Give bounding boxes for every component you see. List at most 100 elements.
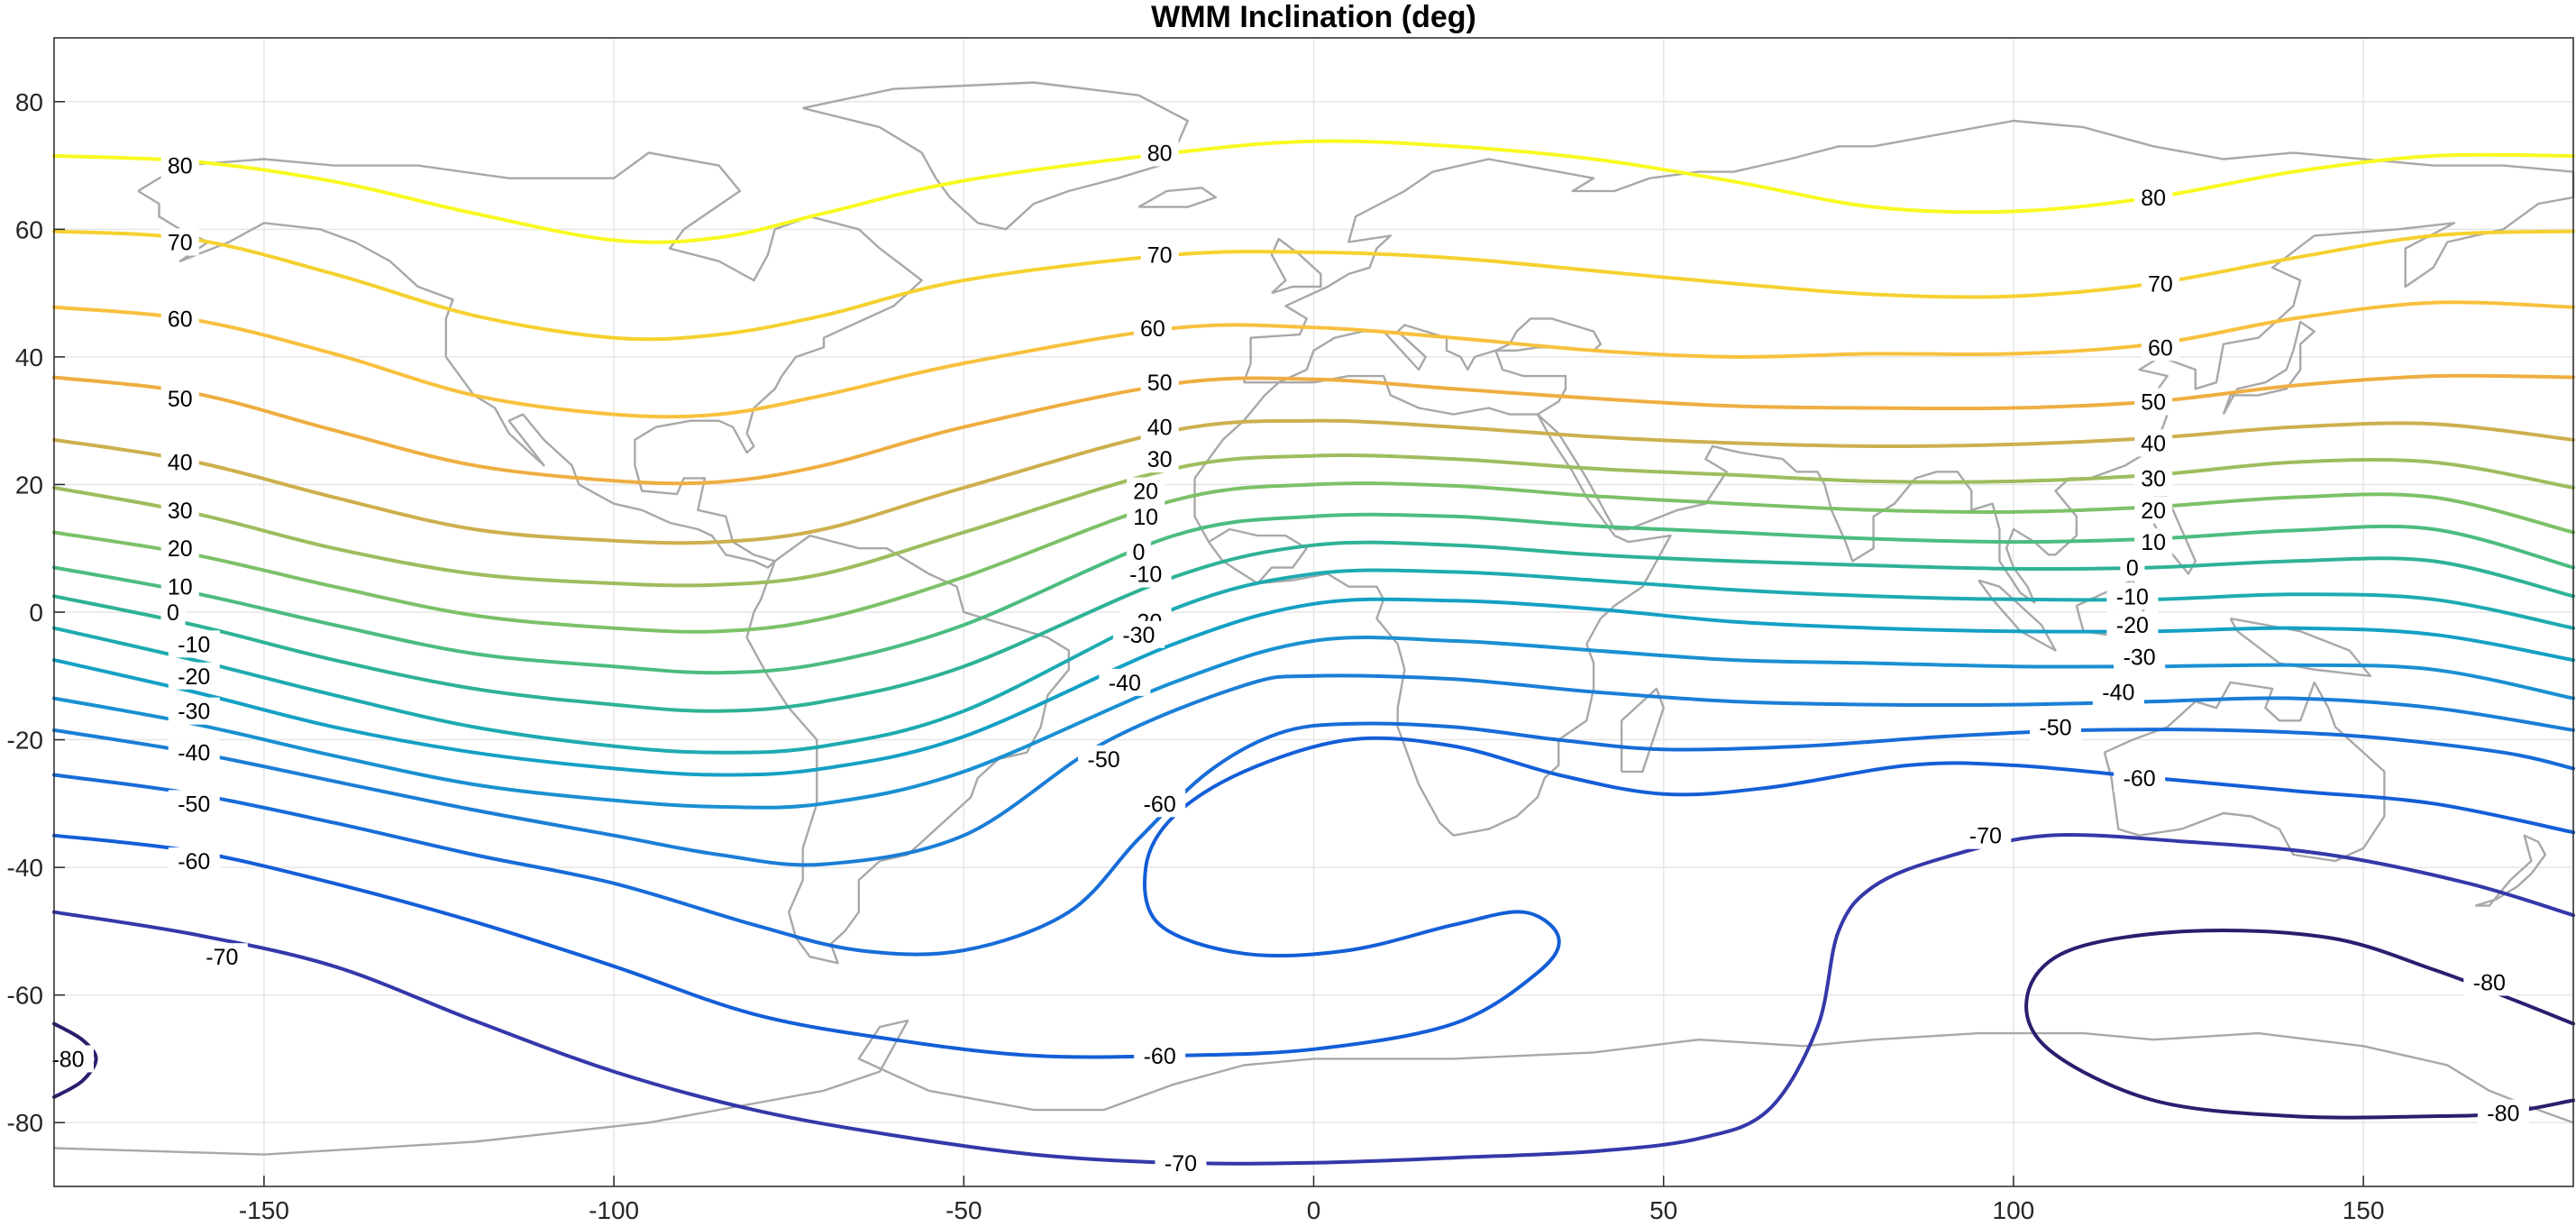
contour-label-80: 80: [1147, 141, 1173, 166]
contour-label--50: -50: [1088, 747, 1120, 773]
coastline: [1208, 527, 1308, 584]
contour-label--70: -70: [1165, 1151, 1197, 1177]
contour-label-bg: [2463, 968, 2516, 996]
coastline: [1620, 687, 1665, 774]
contour-label-0: 0: [1132, 540, 1145, 565]
contour-label-bg: [42, 1045, 95, 1073]
contour-label-70: 70: [168, 230, 193, 255]
contour-label-bg: [2134, 464, 2173, 492]
contour-label--60: -60: [178, 849, 210, 874]
coastline: [53, 1019, 2574, 1156]
contour-line--50: [52, 721, 2575, 957]
contour-label-bg: [2134, 528, 2173, 556]
contour-label-bg: [160, 599, 186, 626]
contour-label-bg: [2141, 270, 2179, 298]
contour-label-bg: [1140, 445, 1179, 473]
contour-label-bg: [1140, 139, 1179, 167]
coastline: [137, 151, 923, 569]
y-tick-label: 40: [15, 343, 43, 371]
contour-label-bg: [1119, 560, 1172, 588]
contour-label-bg: [2106, 611, 2159, 639]
y-tick-label: 60: [15, 215, 43, 243]
contour-label--80: -80: [51, 1047, 84, 1072]
contour-label--80: -80: [2473, 971, 2506, 996]
contour-label--30: -30: [2124, 646, 2156, 671]
contour-label--20: -20: [178, 664, 210, 690]
contour-label-bg: [2092, 678, 2144, 706]
x-tick-label: -150: [239, 1196, 289, 1222]
coastline: [2474, 834, 2547, 907]
contour-label-bg: [1078, 745, 1130, 773]
contour-label-bg: [160, 448, 199, 476]
y-tick-label: -40: [7, 854, 43, 882]
contour-label-bg: [1155, 1149, 1207, 1177]
contour-label--60: -60: [1144, 792, 1176, 817]
coastline: [745, 534, 1070, 965]
contour-label--40: -40: [1109, 671, 1141, 696]
contour-label-60: 60: [1140, 316, 1165, 342]
contour-label-10: 10: [168, 575, 193, 600]
contour-label-bg: [1140, 369, 1179, 397]
contour-label-bg: [2134, 429, 2173, 457]
x-tick-label: 50: [1649, 1196, 1677, 1222]
contour-label-bg: [2029, 713, 2081, 741]
contour-label-60: 60: [168, 307, 193, 332]
coastline: [802, 81, 1189, 231]
contour-label-0: 0: [2126, 555, 2139, 581]
contour-label-bg: [2106, 582, 2159, 610]
contour-label-60: 60: [2148, 335, 2173, 361]
contour-label-bg: [160, 228, 199, 256]
y-tick-label: -80: [7, 1109, 43, 1137]
contour-label--30: -30: [178, 700, 210, 725]
contour-label--60: -60: [2124, 766, 2156, 792]
contour-label--60: -60: [1144, 1044, 1176, 1069]
contour-label-30: 30: [2141, 466, 2166, 491]
contour-label-bg: [1112, 620, 1165, 648]
coastline: [1193, 374, 1672, 837]
x-tick-label: 0: [1307, 1196, 1321, 1222]
contour-label-bg: [2477, 1099, 2529, 1127]
x-tick-label: -50: [945, 1196, 982, 1222]
y-tick-label: 0: [29, 599, 43, 627]
y-tick-label: -20: [7, 727, 43, 755]
contour-label--50: -50: [2039, 715, 2071, 740]
contour-label-bg: [1959, 821, 2012, 849]
contour-label-20: 20: [2141, 499, 2166, 524]
contour-line--40: [52, 673, 2575, 867]
contour-labels: 80 80 80 70 70 70 60 60 60 50 50 50 40 40 40 30 30 30 20 20…: [42, 139, 2529, 1177]
contour-label-bg: [168, 738, 220, 766]
contour-label-30: 30: [168, 499, 193, 524]
x-tick-label: 150: [2343, 1196, 2385, 1222]
contour-label-20: 20: [1133, 480, 1158, 505]
coastline: [1270, 237, 1322, 295]
x-tick-label: -100: [589, 1196, 639, 1222]
contour-label-bg: [1133, 315, 1172, 343]
contour-label-bg: [196, 943, 248, 971]
y-tick-label: 80: [15, 88, 43, 116]
contour-label-50: 50: [1147, 371, 1173, 396]
contour-label--50: -50: [178, 792, 210, 817]
contour-label-bg: [1127, 477, 1165, 505]
contour-label--40: -40: [2102, 680, 2134, 705]
contour-label-bg: [2134, 496, 2173, 524]
contour-label-30: 30: [1147, 447, 1173, 472]
contour-label-bg: [2114, 765, 2166, 792]
contour-line--60: [52, 736, 2575, 1059]
contour-label-10: 10: [2141, 530, 2166, 555]
contour-label-bg: [2134, 388, 2173, 416]
contour-label-70: 70: [1147, 243, 1173, 269]
contour-label-bg: [160, 305, 199, 333]
contour-label-bg: [1140, 413, 1179, 441]
contour-label--40: -40: [178, 741, 210, 766]
contour-label-bg: [160, 572, 199, 600]
y-tick-label: 20: [15, 471, 43, 499]
contour-label-bg: [168, 847, 220, 875]
contour-label-40: 40: [168, 451, 193, 476]
contour-label-bg: [1134, 1041, 1186, 1069]
contour-label--10: -10: [178, 632, 210, 657]
coastline: [1137, 187, 1217, 208]
contour-label-bg: [1099, 668, 1151, 696]
contour-label-bg: [1140, 241, 1179, 269]
contour-label-bg: [2120, 554, 2145, 581]
